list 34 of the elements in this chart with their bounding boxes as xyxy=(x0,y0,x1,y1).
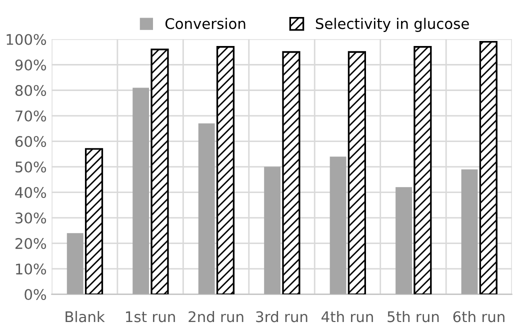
y-tick-label: 40% xyxy=(15,186,46,198)
bar xyxy=(461,169,478,294)
bar xyxy=(264,166,281,294)
y-tick-label: 90% xyxy=(15,59,46,70)
bar xyxy=(479,40,498,294)
x-tick-label: Blank xyxy=(66,310,105,322)
x-tick-label: 6th run xyxy=(453,310,504,322)
bar xyxy=(132,88,150,294)
y-tick-label: 50% xyxy=(16,161,46,173)
y-tick-label: 80% xyxy=(15,84,46,96)
y-tick-label: 70% xyxy=(16,110,46,122)
bar xyxy=(198,123,215,294)
bar xyxy=(396,187,412,294)
y-tick-label: 10% xyxy=(16,264,46,275)
bar xyxy=(150,48,169,294)
x-tick-label: 1st run xyxy=(126,311,175,322)
x-tick-label: 4th run xyxy=(322,310,373,322)
y-tick-label: 30% xyxy=(16,212,46,224)
bar xyxy=(348,51,366,294)
bar xyxy=(414,46,432,294)
bar xyxy=(216,46,235,294)
x-tick-label: 3rd run xyxy=(256,310,308,322)
legend-label: Selectivity in glucose xyxy=(316,18,469,32)
y-tick-label: 0% xyxy=(24,289,46,300)
x-tick-label: 5th run xyxy=(388,310,439,322)
y-tick-label: 60% xyxy=(15,136,46,148)
bar xyxy=(66,233,84,294)
bar xyxy=(282,51,300,294)
bar xyxy=(330,156,346,294)
legend-label: Conversion xyxy=(165,18,246,30)
y-tick-label: 100% xyxy=(6,34,46,45)
bar xyxy=(84,148,104,294)
x-tick-label: 2nd run xyxy=(188,310,244,322)
y-tick-label: 20% xyxy=(15,238,46,250)
